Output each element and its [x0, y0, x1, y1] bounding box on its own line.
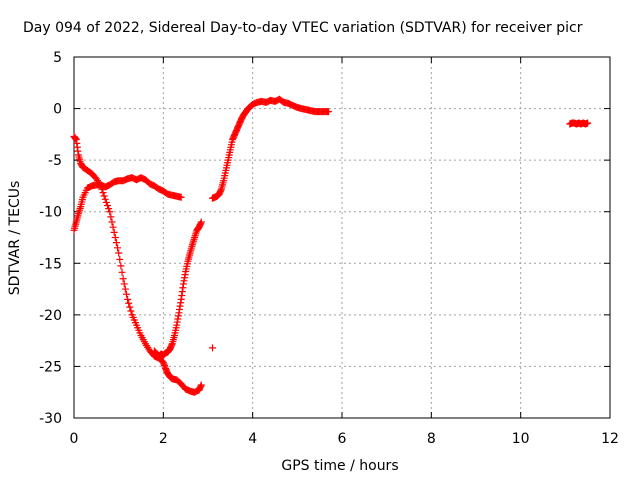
data-point	[115, 249, 123, 257]
x-tick-label: 8	[427, 431, 436, 447]
y-tick-labels: 5 0 -5 -10 -15 -20 -25 -30	[39, 50, 62, 427]
series-track-c	[150, 218, 205, 360]
x-axis-label: GPS time / hours	[281, 458, 398, 474]
grid-lines	[74, 57, 610, 418]
y-tick-label: -15	[39, 256, 62, 272]
x-tick-label: 10	[512, 431, 530, 447]
data-point	[197, 218, 205, 226]
series-track-b	[70, 174, 185, 234]
data-point	[112, 239, 120, 247]
y-axis-label: SDTVAR / TECUs	[7, 181, 23, 296]
data-point	[111, 234, 119, 241]
data-point	[122, 290, 130, 298]
y-tick-label: -25	[39, 359, 62, 375]
series-track-d	[208, 95, 333, 202]
plot-frame	[73, 56, 611, 419]
series-track-e	[566, 119, 592, 128]
data-point	[110, 228, 118, 236]
data-point	[114, 244, 122, 252]
data-point	[99, 189, 107, 197]
y-tick-label: 0	[53, 102, 62, 118]
data-point	[108, 218, 116, 226]
data-point	[119, 275, 127, 283]
x-tick-label: 4	[248, 431, 257, 447]
data-point	[127, 307, 135, 315]
y-tick-label: -30	[39, 411, 62, 427]
x-tick-label: 12	[601, 431, 619, 447]
data-point	[118, 268, 126, 276]
data-point	[208, 344, 216, 352]
data-point	[177, 193, 185, 201]
series-isolated-point	[208, 344, 216, 352]
x-tick-label: 6	[338, 431, 347, 447]
x-tick-label: 0	[70, 431, 79, 447]
chart-title: Day 094 of 2022, Sidereal Day-to-day VTE…	[23, 20, 583, 36]
data-point	[101, 195, 109, 203]
data-point	[197, 381, 205, 389]
data-point	[120, 280, 128, 288]
y-tick-label: -5	[48, 153, 62, 169]
data-point	[121, 285, 129, 293]
data-point	[584, 119, 592, 127]
y-tick-label: 5	[53, 50, 62, 66]
y-tick-label: -20	[39, 308, 62, 324]
data-point	[125, 299, 133, 307]
data-points	[70, 95, 592, 396]
data-point	[325, 108, 333, 116]
data-point	[117, 262, 125, 270]
x-tick-labels: 0 2 4 6 8 10 12	[70, 431, 619, 447]
data-point	[100, 192, 108, 200]
data-point	[106, 208, 114, 216]
data-point	[107, 213, 115, 221]
y-tick-label: -10	[39, 205, 62, 221]
data-point	[116, 255, 124, 263]
data-point	[102, 198, 110, 206]
data-point	[105, 205, 113, 213]
data-point	[126, 303, 134, 311]
data-point	[109, 223, 117, 231]
x-tick-label: 2	[159, 431, 168, 447]
data-point	[104, 202, 111, 210]
data-point	[124, 295, 132, 303]
